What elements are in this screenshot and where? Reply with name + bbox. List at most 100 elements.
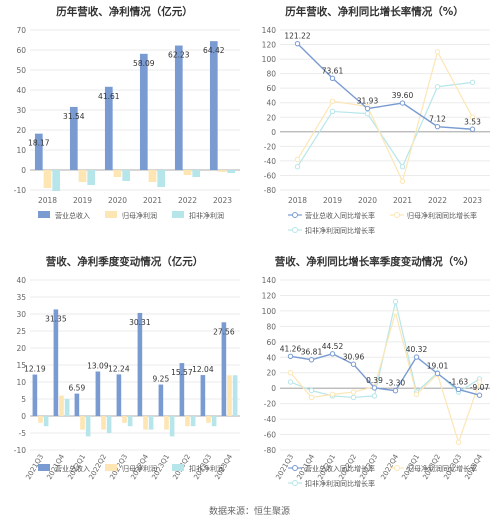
y-tick-label: 20 — [16, 126, 26, 135]
data-label: 41.61 — [98, 92, 120, 101]
annual-growth-rate-chart: 历年营收、净利同比增长率情况（%） -80 -60 -40 -20 0 20 40 60 80 10… — [250, 0, 499, 250]
data-point — [329, 75, 336, 81]
data-label: 15.57 — [171, 368, 193, 377]
data-point — [476, 392, 483, 398]
data-point — [308, 387, 315, 394]
data-point — [399, 164, 406, 170]
series-line — [290, 353, 480, 396]
data-point — [469, 79, 476, 86]
x-tick-label: 2022 — [428, 196, 447, 205]
y-tick-label: 60 — [16, 46, 26, 55]
bar — [206, 416, 211, 423]
data-label: -9.07 — [470, 383, 490, 392]
bar — [218, 170, 227, 172]
y-tick-label: 15 — [16, 361, 26, 370]
y-tick-label: -40 — [264, 157, 276, 166]
data-point — [434, 370, 441, 377]
quarterly-growth-rate-chart: 营收、净利同比增长率季度变动情况（%） -80 -60 -40 -20 0 20 40 60 80… — [250, 250, 499, 500]
data-label: 31.54 — [63, 112, 85, 121]
y-tick-label: 25 — [16, 327, 26, 336]
data-point — [364, 105, 371, 112]
data-point — [469, 126, 476, 132]
data-label: 6.59 — [69, 384, 86, 393]
series-line — [297, 43, 473, 130]
data-label: 41.26 — [280, 344, 302, 353]
x-tick-label: 2021Q3 — [274, 453, 295, 481]
x-tick-label: 2023 — [463, 196, 482, 205]
legend-label: 营业总收入同比增长率 — [305, 211, 375, 220]
bar — [101, 416, 106, 430]
series-line — [296, 50, 474, 184]
bar — [59, 395, 64, 416]
bar — [148, 170, 157, 182]
y-tick-label: 20 — [266, 113, 276, 122]
data-point — [350, 394, 357, 401]
bar — [53, 309, 59, 416]
data-label: 30.96 — [343, 352, 365, 361]
y-tick-label: 10 — [16, 378, 26, 387]
legend-marker — [292, 480, 298, 486]
legend-label: 归母净利润同比增长率 — [407, 464, 477, 473]
legend-label: 营业总收入 — [55, 464, 90, 473]
data-point — [294, 156, 301, 163]
legend-swatch — [105, 211, 117, 218]
bar — [69, 106, 78, 170]
y-tick-label: 0 — [21, 166, 26, 175]
data-label: -1.63 — [449, 377, 469, 386]
data-point — [392, 309, 399, 316]
y-tick-label: 140 — [262, 276, 277, 285]
legend-label: 扣非净利润同比增长率 — [305, 479, 375, 488]
bar — [183, 170, 192, 175]
bar — [127, 416, 133, 427]
y-tick-label: -40 — [264, 415, 276, 424]
y-tick-label: 0 — [21, 412, 26, 421]
bar — [85, 416, 91, 437]
data-label: 12.19 — [24, 365, 46, 374]
legend-label: 营业总收入同比增长率 — [305, 464, 375, 473]
bar — [78, 170, 87, 182]
data-point — [329, 108, 336, 115]
data-label: 0.39 — [366, 376, 383, 385]
data-point — [294, 40, 301, 47]
data-point — [308, 394, 315, 401]
data-label: 9.25 — [153, 375, 170, 384]
legend-swatch — [172, 211, 184, 218]
legend-label: 营业总收入 — [55, 211, 90, 220]
bar — [113, 170, 122, 177]
bar — [38, 416, 43, 423]
chart-title: 历年营收、净利同比增长率情况（%） — [285, 5, 464, 18]
legend-label: 扣非净利润同比增长率 — [305, 226, 375, 235]
y-tick-label: -60 — [264, 431, 276, 440]
bar — [43, 416, 49, 427]
y-tick-label: 50 — [16, 66, 26, 75]
data-label: 121.22 — [284, 32, 310, 41]
data-point — [371, 385, 378, 391]
bar — [190, 416, 196, 427]
series-line — [290, 310, 481, 445]
y-tick-label: -20 — [264, 400, 276, 409]
x-tick-label: 2021 — [143, 196, 162, 205]
bar — [232, 375, 238, 416]
annual-revenue-profit-chart: 历年营收、净利情况（亿元） -10 0 10 20 30 40 50 60 70 2018 2019 2… — [0, 0, 249, 250]
x-tick-label: 2018 — [288, 196, 307, 205]
y-tick-label: 40 — [16, 276, 26, 285]
bar — [169, 416, 175, 437]
bar — [32, 374, 38, 416]
quarterly-revenue-profit-chart: 营收、净利季度变动情况（亿元） -10 -5 0 5 10 15 20 25 30 35 40 2021… — [0, 250, 249, 500]
x-tick-label: 2019 — [323, 196, 342, 205]
chart-title: 营收、净利季度变动情况（亿元） — [46, 255, 204, 268]
bar — [148, 416, 154, 430]
y-tick-label: -10 — [14, 186, 26, 195]
bar — [157, 170, 166, 187]
data-point — [392, 388, 399, 394]
data-point — [455, 439, 462, 445]
bar — [95, 371, 101, 416]
y-tick-label: 80 — [266, 322, 276, 331]
y-tick-label: 60 — [266, 338, 276, 347]
data-label: 62.23 — [168, 51, 190, 60]
bar — [64, 399, 70, 416]
data-point — [294, 164, 301, 170]
y-tick-label: 120 — [262, 41, 277, 50]
y-tick-label: 70 — [16, 26, 26, 35]
